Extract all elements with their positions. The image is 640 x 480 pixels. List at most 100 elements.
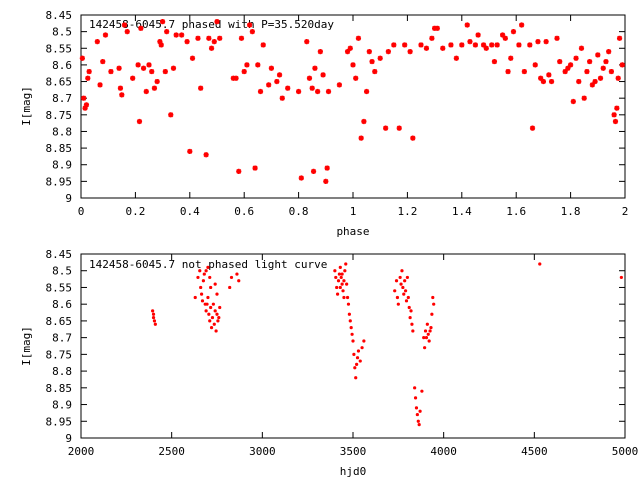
- data-point: [216, 319, 220, 323]
- data-point: [396, 125, 402, 131]
- data-point: [416, 419, 420, 423]
- data-point: [521, 68, 527, 75]
- data-point: [472, 42, 478, 48]
- data-point: [100, 58, 106, 65]
- data-point: [338, 265, 342, 269]
- data-point: [151, 312, 156, 316]
- data-point: [215, 312, 219, 316]
- data-point: [209, 305, 213, 310]
- data-point: [207, 312, 211, 316]
- data-point: [353, 75, 359, 81]
- data-point: [298, 175, 304, 181]
- data-point: [409, 309, 413, 313]
- chart-title: 142458-6045.7 phased with P=35.520day: [89, 18, 334, 31]
- data-point: [402, 42, 408, 48]
- data-point: [279, 95, 285, 101]
- data-point: [121, 22, 128, 28]
- x-tick-label: 0.2: [125, 205, 145, 218]
- data-point: [427, 339, 431, 343]
- data-point: [543, 39, 549, 45]
- data-point: [355, 356, 360, 360]
- data-point: [135, 62, 141, 68]
- data-point: [315, 88, 321, 95]
- x-tick-label: 1: [350, 205, 357, 218]
- y-tick-label: 8.65: [46, 315, 73, 328]
- data-point: [230, 75, 236, 81]
- data-point: [502, 35, 508, 41]
- y-tick-label: 8.65: [46, 76, 73, 89]
- x-tick-label: 1.8: [561, 205, 581, 218]
- data-point: [343, 269, 347, 273]
- data-point: [565, 65, 571, 71]
- data-point: [338, 285, 342, 290]
- data-point: [358, 135, 364, 141]
- y-tick-label: 8.7: [52, 332, 72, 345]
- x-tick-label: 0.8: [289, 205, 309, 218]
- data-point: [143, 88, 149, 95]
- data-point: [425, 322, 429, 326]
- y-tick-label: 8.75: [46, 109, 73, 122]
- data-point: [587, 58, 593, 65]
- data-point: [320, 72, 326, 78]
- data-point: [238, 35, 245, 41]
- x-axis-label: phase: [336, 225, 369, 238]
- data-point: [393, 289, 397, 293]
- data-point: [339, 275, 343, 280]
- data-point: [423, 346, 427, 350]
- y-tick-label: 8.9: [52, 399, 72, 412]
- data-point: [325, 88, 332, 95]
- data-point: [304, 39, 310, 45]
- data-point: [383, 125, 389, 131]
- data-point: [540, 78, 546, 85]
- data-point: [616, 35, 623, 41]
- y-axis-label: I[mag]: [20, 326, 33, 366]
- data-point: [124, 29, 130, 35]
- data-point: [204, 309, 208, 313]
- data-point: [554, 35, 560, 41]
- data-point: [568, 62, 574, 68]
- data-point: [546, 72, 552, 78]
- chart-panel-phased: 0 0.2 0.4 0.6 0.8 1 1.2 1.4 1.6 1.8 2 8.45 8.5 8.55 8.…: [20, 9, 628, 238]
- data-point: [377, 55, 383, 61]
- data-point: [312, 65, 318, 71]
- y-tick-label: 9: [65, 192, 72, 205]
- data-point: [619, 62, 625, 68]
- data-point: [385, 49, 391, 55]
- data-point: [346, 302, 351, 306]
- data-point: [614, 105, 620, 111]
- data-point: [247, 22, 253, 28]
- data-point: [209, 326, 214, 330]
- data-point: [336, 82, 342, 88]
- plot-frame: [80, 14, 626, 199]
- data-point: [592, 78, 598, 85]
- data-point: [400, 269, 404, 273]
- data-point: [372, 68, 378, 75]
- data-point: [349, 326, 353, 330]
- data-point: [233, 75, 239, 81]
- data-point: [151, 309, 155, 313]
- data-point: [342, 279, 346, 283]
- data-point: [187, 148, 193, 155]
- x-tick-label: 5000: [612, 445, 639, 458]
- data-point: [340, 272, 344, 276]
- data-point: [395, 295, 400, 300]
- data-point: [413, 396, 418, 400]
- y-tick-label: 8.75: [46, 348, 73, 361]
- data-point: [211, 302, 215, 306]
- chart-title: 142458-6045.7 not phased light curve: [89, 258, 327, 271]
- data-point: [491, 58, 498, 65]
- data-point: [214, 329, 218, 333]
- data-point: [204, 269, 208, 273]
- data-point: [619, 275, 623, 280]
- data-point: [369, 58, 375, 65]
- data-point: [348, 319, 352, 323]
- data-point: [81, 95, 87, 101]
- data-point: [94, 39, 100, 45]
- data-point: [361, 118, 367, 125]
- y-tick-label: 8.6: [52, 298, 72, 311]
- data-point: [422, 336, 426, 340]
- data-point: [206, 35, 212, 41]
- y-tick-label: 8.7: [52, 92, 72, 105]
- data-point: [340, 282, 344, 286]
- data-point: [244, 62, 250, 68]
